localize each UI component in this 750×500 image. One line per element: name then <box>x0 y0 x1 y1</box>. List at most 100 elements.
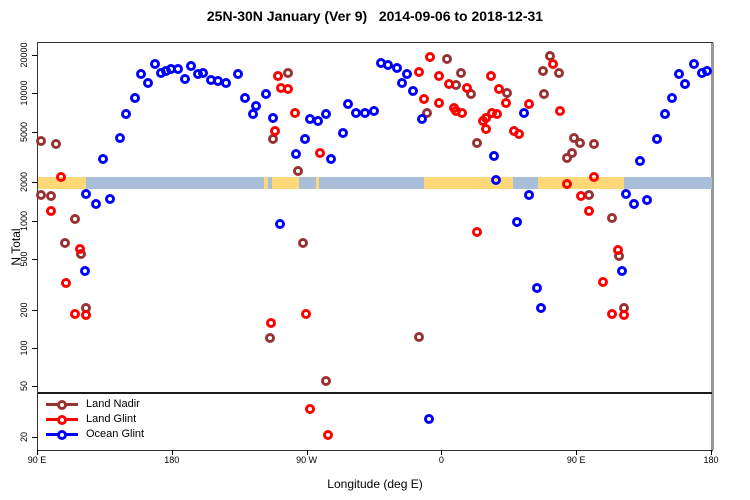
data-point <box>323 430 334 441</box>
data-point <box>61 277 71 288</box>
data-point <box>535 302 546 313</box>
data-point <box>273 70 284 81</box>
data-point <box>612 244 623 255</box>
y-tick-label: 10000 <box>19 80 29 106</box>
y-tick-label: 100 <box>19 340 29 356</box>
data-point <box>485 70 496 81</box>
data-point <box>368 105 379 116</box>
data-point <box>554 105 565 116</box>
data-point <box>606 212 617 223</box>
data-point <box>461 82 472 93</box>
legend-item: Ocean Glint <box>46 427 144 442</box>
data-point <box>268 112 279 123</box>
data-point <box>679 78 690 89</box>
data-point <box>75 244 86 254</box>
data-point <box>418 93 429 104</box>
data-point <box>493 83 504 94</box>
data-point <box>513 129 524 139</box>
data-point <box>270 125 281 136</box>
data-point <box>233 68 244 79</box>
data-point <box>616 265 627 276</box>
data-point <box>136 68 147 79</box>
data-point <box>588 139 599 150</box>
band-segment-ocean <box>318 177 424 190</box>
x-tick-mark <box>711 450 712 455</box>
data-point <box>641 194 652 205</box>
data-point <box>261 88 272 99</box>
legend-item: Land Nadir <box>46 397 144 412</box>
data-point <box>69 309 80 320</box>
data-point <box>628 198 639 209</box>
data-point <box>480 123 491 134</box>
data-point <box>91 198 102 209</box>
band-segment-ocean <box>512 177 539 190</box>
data-point <box>488 150 499 161</box>
band-segment-ocean <box>85 177 265 190</box>
data-point <box>588 172 599 183</box>
data-point <box>480 112 491 123</box>
y-tick-mark <box>32 437 37 438</box>
data-point <box>115 132 126 143</box>
data-point <box>69 213 80 224</box>
data-point <box>531 283 542 294</box>
data-point <box>574 137 585 148</box>
y-tick-label: 20000 <box>19 42 29 68</box>
data-point <box>701 65 712 76</box>
data-point <box>81 309 92 320</box>
legend-symbol <box>46 430 78 440</box>
y-tick-mark <box>32 182 37 184</box>
data-point <box>401 68 412 79</box>
data-point <box>391 62 402 73</box>
y-tick-label: 2000 <box>19 172 29 193</box>
data-point <box>130 92 141 103</box>
data-point <box>81 188 92 199</box>
data-point <box>321 376 332 387</box>
data-point <box>266 318 277 328</box>
plot-right-edge <box>711 43 714 450</box>
data-point <box>291 148 302 159</box>
data-point <box>198 67 209 78</box>
data-point <box>424 51 435 62</box>
y-axis-title: N Total <box>9 228 23 266</box>
y-tick-mark <box>32 386 37 388</box>
data-point <box>538 88 549 99</box>
x-tick-label: 0 <box>438 455 444 465</box>
band-segment-ocean <box>623 177 712 190</box>
legend-item: Land Glint <box>46 412 144 427</box>
band-segment-ocean <box>267 177 273 190</box>
data-point <box>305 403 316 414</box>
data-point <box>221 77 232 88</box>
legend-symbol <box>46 415 78 425</box>
data-point <box>537 65 548 76</box>
data-point <box>433 97 444 108</box>
legend-circle <box>57 430 67 440</box>
y-tick-label: 200 <box>19 302 29 318</box>
data-point <box>80 265 91 276</box>
data-point <box>659 108 670 119</box>
legend-circle <box>57 400 67 410</box>
data-point <box>443 78 454 89</box>
data-point <box>301 309 312 320</box>
x-tick-label: 90 E <box>566 455 586 465</box>
band-segment-land <box>315 177 319 190</box>
data-point <box>634 155 645 166</box>
y-tick-mark <box>32 131 37 133</box>
y-tick-label: 50 <box>19 381 29 392</box>
data-point <box>471 137 482 148</box>
data-point <box>667 92 677 103</box>
data-point <box>416 113 427 124</box>
data-point <box>501 87 512 98</box>
legend-label: Ocean Glint <box>86 428 145 440</box>
data-point <box>186 60 197 71</box>
data-point <box>326 153 337 164</box>
data-point <box>36 135 46 146</box>
x-axis-title: Longitude (deg E) <box>327 477 423 491</box>
x-tick-mark <box>576 450 578 455</box>
data-point <box>456 107 467 118</box>
data-point <box>651 133 662 144</box>
data-point <box>36 189 46 200</box>
legend: Land Nadir Land Glint Ocean Glint <box>46 397 144 442</box>
data-point <box>293 166 304 176</box>
chart-title: 25N-30N January (Ver 9) 2014-09-06 to 20… <box>206 8 544 24</box>
data-point <box>46 206 57 217</box>
